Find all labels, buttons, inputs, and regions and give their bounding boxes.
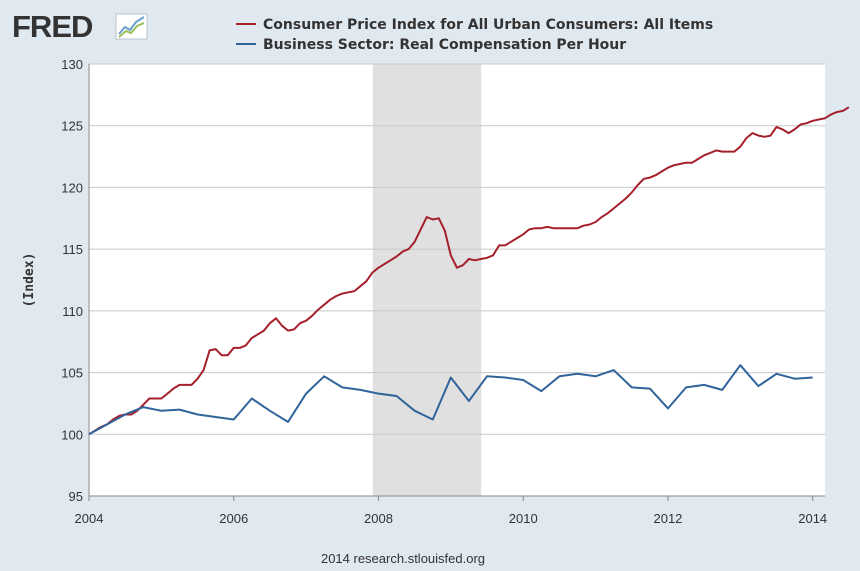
x-tick-label: 2008 [364,511,393,526]
series-line-comp [88,364,813,436]
y-tick-label: 115 [62,242,83,257]
series-line-cpi [88,106,850,436]
axes: 95 100 105 110 115 120 125 130 2004 2006 2008 2010 2… [61,57,827,526]
y-axis-label: (Index) [22,253,37,308]
y-tick-label: 130 [61,57,83,72]
fred-logo[interactable]: FRED [12,9,148,44]
y-tick-label: 120 [61,180,83,195]
legend-label-cpi: Consumer Price Index for All Urban Consu… [263,17,713,33]
x-tick-label: 2006 [219,511,248,526]
x-tick-label: 2010 [509,511,538,526]
legend-label-comp: Business Sector: Real Compensation Per H… [263,37,626,53]
y-tick-label: 125 [61,119,83,134]
legend: Consumer Price Index for All Urban Consu… [236,17,713,53]
y-tick-label: 110 [62,304,83,319]
y-tick-label: 100 [61,427,83,442]
y-tick-label: 105 [61,366,83,381]
fred-logo-graph-icon [115,13,148,40]
footer-source: 2014 research.stlouisfed.org [321,551,485,566]
x-tick-label: 2014 [798,511,827,526]
x-tick-label: 2012 [653,511,682,526]
y-tick-label: 95 [69,489,83,504]
recession-band [372,64,482,496]
x-tick-label: 2004 [75,511,104,526]
fred-logo-text: FRED [12,9,93,44]
